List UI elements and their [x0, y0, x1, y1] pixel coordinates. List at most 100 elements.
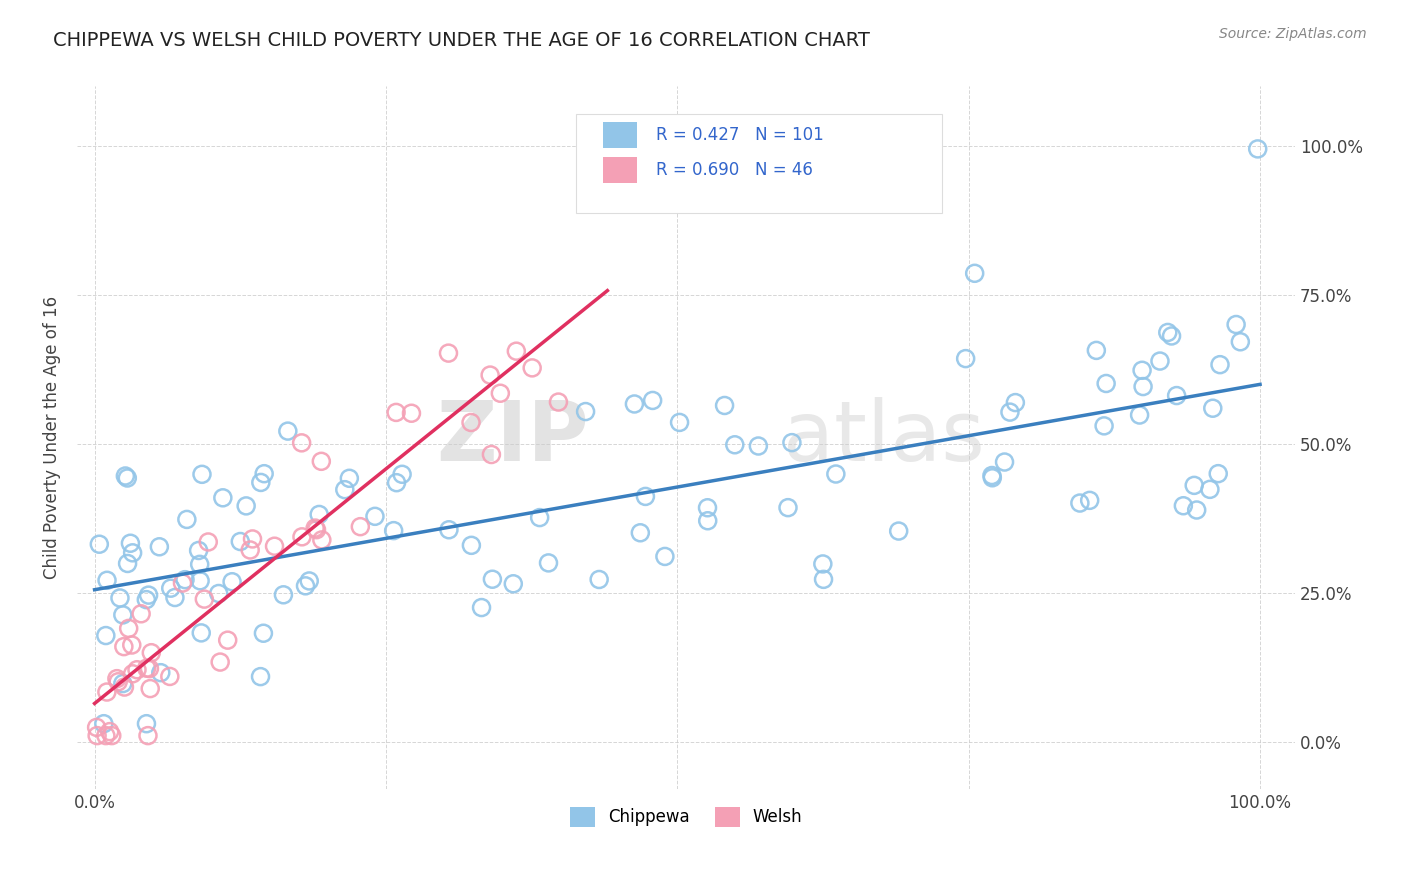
- Text: ZIP: ZIP: [436, 397, 589, 478]
- Point: [159, 669, 181, 683]
- Point: [263, 539, 285, 553]
- Point: [135, 592, 157, 607]
- Point: [668, 416, 690, 430]
- Point: [824, 467, 846, 481]
- Point: [502, 576, 524, 591]
- Point: [479, 368, 502, 382]
- Point: [696, 514, 718, 528]
- Point: [1129, 408, 1152, 422]
- Point: [481, 572, 503, 586]
- Point: [209, 655, 232, 669]
- Point: [963, 266, 986, 280]
- Point: [628, 525, 651, 540]
- Point: [98, 724, 121, 739]
- Point: [121, 638, 143, 652]
- Point: [1092, 418, 1115, 433]
- Point: [89, 537, 111, 551]
- Point: [537, 556, 560, 570]
- Text: atlas: atlas: [783, 397, 986, 478]
- Point: [1173, 499, 1195, 513]
- Point: [112, 640, 135, 654]
- Point: [304, 521, 326, 535]
- Point: [235, 499, 257, 513]
- Point: [1185, 503, 1208, 517]
- Point: [311, 533, 333, 547]
- Point: [1202, 401, 1225, 416]
- Point: [1160, 329, 1182, 343]
- Point: [187, 543, 209, 558]
- Point: [385, 475, 408, 490]
- Point: [391, 467, 413, 482]
- Point: [135, 716, 157, 731]
- Point: [1085, 343, 1108, 358]
- Text: CHIPPEWA VS WELSH CHILD POVERTY UNDER THE AGE OF 16 CORRELATION CHART: CHIPPEWA VS WELSH CHILD POVERTY UNDER TH…: [53, 31, 870, 50]
- Text: R = 0.690   N = 46: R = 0.690 N = 46: [655, 161, 813, 179]
- Point: [176, 512, 198, 526]
- Point: [337, 471, 360, 485]
- Point: [174, 573, 197, 587]
- Bar: [603, 157, 637, 184]
- Point: [385, 405, 408, 419]
- Point: [163, 591, 186, 605]
- Point: [1247, 142, 1270, 156]
- Point: [1199, 483, 1222, 497]
- Point: [118, 621, 141, 635]
- Point: [252, 626, 274, 640]
- Point: [1130, 363, 1153, 377]
- Point: [993, 455, 1015, 469]
- Y-axis label: Child Poverty Under the Age of 16: Child Poverty Under the Age of 16: [44, 296, 60, 579]
- Point: [139, 681, 162, 696]
- Point: [1225, 318, 1247, 332]
- Point: [437, 346, 460, 360]
- Point: [141, 646, 163, 660]
- Point: [107, 674, 129, 689]
- Point: [188, 574, 211, 588]
- Point: [641, 393, 664, 408]
- Point: [212, 491, 235, 505]
- Point: [138, 588, 160, 602]
- Point: [111, 607, 134, 622]
- Point: [364, 509, 387, 524]
- Bar: [603, 121, 637, 148]
- Point: [117, 471, 139, 485]
- Point: [96, 685, 118, 699]
- FancyBboxPatch shape: [576, 114, 942, 213]
- Point: [221, 574, 243, 589]
- Point: [105, 672, 128, 686]
- Point: [129, 607, 152, 621]
- Point: [308, 508, 330, 522]
- Point: [998, 405, 1021, 419]
- Point: [1206, 467, 1229, 481]
- Point: [1166, 388, 1188, 402]
- Point: [149, 665, 172, 680]
- Point: [291, 530, 314, 544]
- Point: [780, 435, 803, 450]
- Point: [114, 469, 136, 483]
- Point: [108, 591, 131, 605]
- Point: [193, 592, 215, 607]
- Point: [489, 386, 512, 401]
- Point: [349, 519, 371, 533]
- Point: [980, 468, 1002, 483]
- Point: [401, 406, 423, 420]
- Point: [460, 538, 482, 552]
- Point: [623, 397, 645, 411]
- Point: [148, 540, 170, 554]
- Point: [96, 574, 118, 588]
- Point: [1229, 334, 1251, 349]
- Point: [311, 454, 333, 468]
- Legend: Chippewa, Welsh: Chippewa, Welsh: [562, 800, 810, 834]
- Point: [229, 534, 252, 549]
- Point: [273, 588, 295, 602]
- Point: [100, 729, 122, 743]
- Text: Source: ZipAtlas.com: Source: ZipAtlas.com: [1219, 27, 1367, 41]
- Point: [294, 579, 316, 593]
- Point: [111, 676, 134, 690]
- Point: [93, 716, 115, 731]
- Point: [125, 663, 148, 677]
- Point: [437, 523, 460, 537]
- Point: [298, 574, 321, 588]
- Point: [114, 680, 136, 694]
- Point: [172, 576, 194, 591]
- Point: [94, 628, 117, 642]
